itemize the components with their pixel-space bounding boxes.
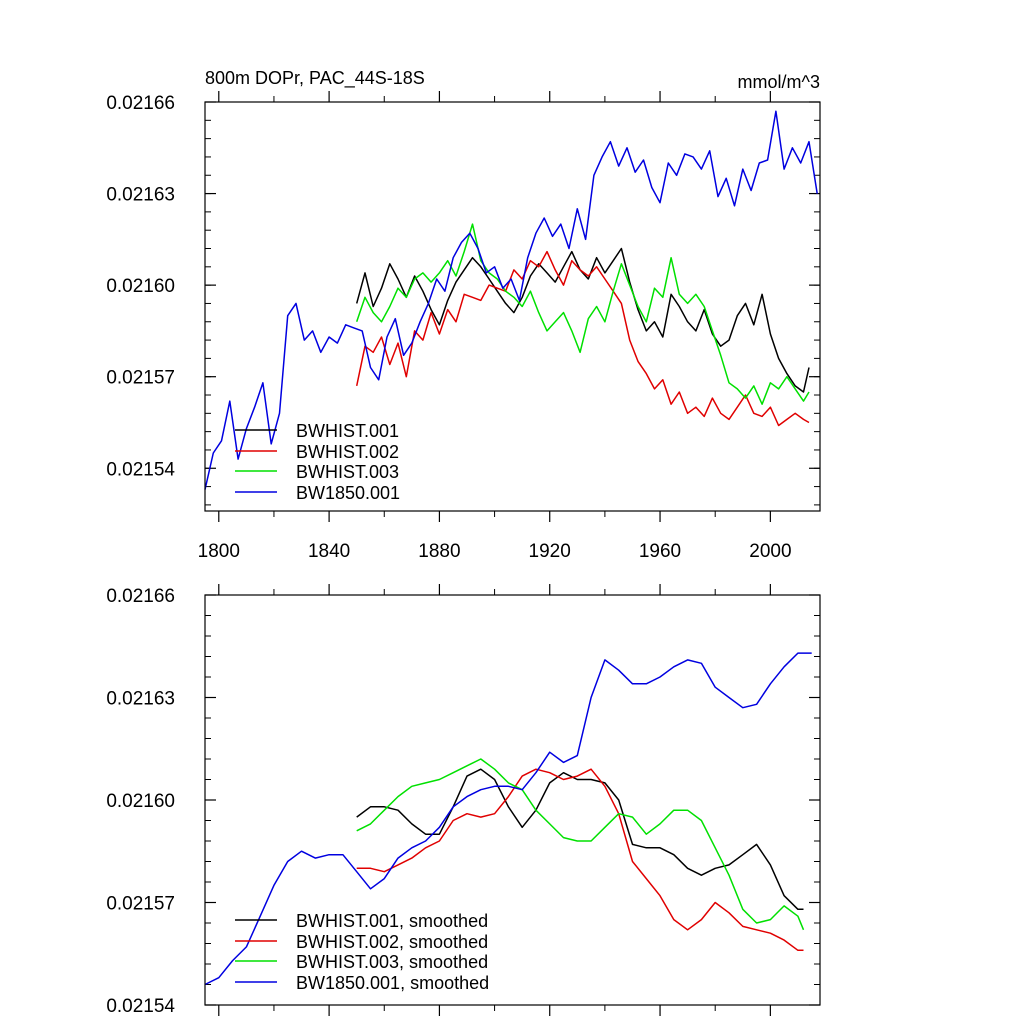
legend-label: BWHIST.002 [296, 442, 399, 462]
y-tick-label: 0.02154 [106, 459, 175, 480]
series-line-4 [204, 652, 812, 986]
x-tick-label: 1960 [639, 541, 681, 562]
legend-label: BWHIST.003 [296, 462, 399, 482]
legend-label: BWHIST.001 [296, 421, 399, 441]
y-tick-label: 0.02157 [106, 368, 175, 389]
series-line-4 [204, 110, 818, 490]
x-tick-label: 1880 [418, 541, 460, 562]
top-panel: 800m DOPr, PAC_44S-18S mmol/m^3 0.02154 … [106, 68, 821, 562]
bottom-series-group [204, 652, 812, 986]
top-y-tick-labels: 0.02154 0.02157 0.02160 0.02163 0.02166 [106, 93, 175, 480]
y-tick-label: 0.02163 [106, 689, 175, 710]
x-tick-label: 1920 [529, 541, 571, 562]
bottom-panel: 0.02154 0.02157 0.02160 0.02163 0.02166 … [106, 584, 821, 1017]
bottom-plot-frame [204, 594, 821, 1006]
series-line-2 [356, 768, 804, 952]
legend-label: BWHIST.001, smoothed [296, 911, 488, 931]
x-tick-label: 2000 [749, 541, 791, 562]
chart-title: 800m DOPr, PAC_44S-18S [205, 68, 425, 89]
top-series-group [204, 110, 818, 490]
bottom-y-tick-labels: 0.02154 0.02157 0.02160 0.02163 0.02166 [106, 586, 175, 1017]
legend-label: BWHIST.002, smoothed [296, 932, 488, 952]
series-line-1 [355, 247, 810, 393]
units-label: mmol/m^3 [738, 72, 820, 92]
top-legend: BWHIST.001 BWHIST.002 BWHIST.003 BW1850.… [235, 421, 400, 503]
series-line-2 [355, 250, 810, 427]
y-tick-label: 0.02166 [106, 93, 175, 114]
y-tick-label: 0.02163 [106, 185, 175, 206]
y-tick-label: 0.02157 [106, 894, 175, 915]
bottom-legend: BWHIST.001, smoothed BWHIST.002, smoothe… [235, 911, 489, 993]
series-line-3 [356, 758, 805, 931]
series-line-3 [355, 223, 810, 405]
x-tick-label: 1800 [198, 541, 240, 562]
legend-label: BW1850.001 [296, 483, 400, 503]
legend-label: BWHIST.003, smoothed [296, 952, 488, 972]
top-x-tick-labels: 1800 1840 1880 1920 1960 2000 [198, 541, 792, 562]
bottom-axis-ticks [205, 584, 820, 1016]
legend-label: BW1850.001, smoothed [296, 973, 489, 993]
x-tick-label: 1840 [308, 541, 350, 562]
y-tick-label: 0.02166 [106, 586, 175, 607]
top-plot-frame [204, 101, 821, 512]
y-tick-label: 0.02160 [106, 276, 175, 297]
y-tick-label: 0.02154 [106, 996, 175, 1017]
y-tick-label: 0.02160 [106, 791, 175, 812]
